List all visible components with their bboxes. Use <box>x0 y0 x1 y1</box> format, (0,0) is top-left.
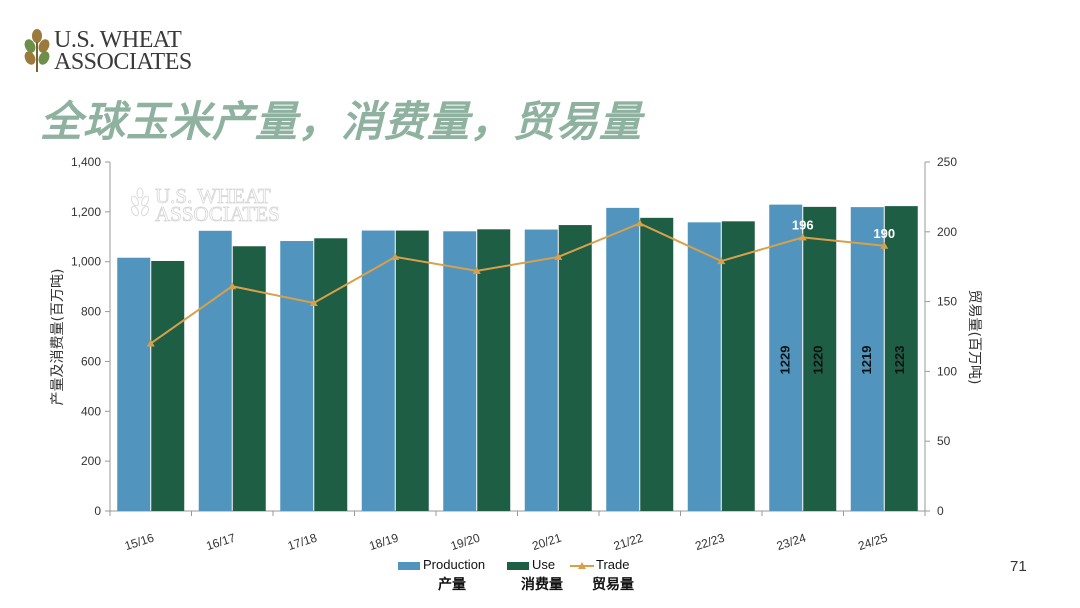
y2-tick-label: 100 <box>937 364 957 378</box>
chart-trade-line <box>146 219 889 347</box>
bar-value-label: 1223 <box>892 346 907 375</box>
page-number: 71 <box>1010 558 1027 575</box>
y2-axis-title: 贸易量(百万吨) <box>966 290 982 385</box>
y2-tick-label: 150 <box>937 295 957 309</box>
legend-trade-label: Trade <box>596 557 630 572</box>
y2-tick-label: 50 <box>937 434 951 448</box>
brand-line2: ASSOCIATES <box>54 49 192 75</box>
wheat-logo-icon <box>24 29 50 72</box>
bar-use <box>395 230 429 511</box>
bar-use <box>640 217 674 511</box>
bar-use <box>232 246 266 511</box>
x-tick-label: 21/22 <box>612 530 645 553</box>
bar-production <box>769 204 803 511</box>
y2-tick-label: 0 <box>937 504 944 518</box>
y-tick-label: 1,200 <box>71 205 101 219</box>
bar-production <box>198 230 232 511</box>
x-tick-label: 18/19 <box>367 530 400 553</box>
trade-point <box>798 233 807 241</box>
legend-use-label-zh: 消费量 <box>521 577 563 593</box>
watermark-line1: U.S. WHEAT <box>155 184 271 208</box>
x-tick-label: 20/21 <box>530 530 563 553</box>
legend-production-swatch <box>398 561 420 570</box>
x-tick-label: 15/16 <box>123 530 156 553</box>
watermark-line2: ASSOCIATES <box>155 202 280 226</box>
y-tick-label: 1,000 <box>71 255 101 269</box>
y-tick-label: 600 <box>81 354 101 368</box>
y2-tick-label: 200 <box>937 225 957 239</box>
bar-production <box>443 231 477 511</box>
bar-value-label: 1219 <box>859 346 874 375</box>
trade-point <box>391 252 400 260</box>
legend-trade: Trade 贸易量 <box>570 557 634 594</box>
bar-production <box>361 230 395 511</box>
legend-production-label: Production <box>423 557 486 572</box>
trade-point <box>880 241 889 249</box>
legend-production-label-zh: 产量 <box>438 577 466 593</box>
x-tick-label: 24/25 <box>856 530 889 553</box>
legend-trade-label-zh: 贸易量 <box>592 577 634 593</box>
bar-production <box>280 241 314 512</box>
bar-production <box>524 229 558 511</box>
trade-point <box>309 298 318 306</box>
trade-point <box>635 219 644 227</box>
slide-title: 全球玉米产量，消费量，贸易量 <box>40 97 643 146</box>
x-tick-label: 16/17 <box>204 530 237 553</box>
legend-production: Production 产量 <box>398 557 485 594</box>
trade-point <box>717 257 726 265</box>
bar-use <box>803 206 837 511</box>
bar-use <box>721 221 755 511</box>
bar-use <box>151 260 185 511</box>
brand-line1: U.S. WHEAT <box>54 27 182 53</box>
chart-watermark: U.S. WHEAT ASSOCIATES <box>131 184 280 226</box>
bar-use <box>558 225 592 512</box>
bar-production <box>850 207 884 511</box>
y2-tick-label: 250 <box>937 155 957 169</box>
y-axis-title: 产量及消费量(百万吨) <box>50 269 66 406</box>
chart-bars <box>117 204 918 512</box>
legend-use-label: Use <box>532 557 556 572</box>
bar-production <box>117 257 151 511</box>
trade-value-label: 196 <box>792 217 814 232</box>
trade-point <box>554 252 563 260</box>
bar-use <box>884 206 918 511</box>
x-tick-label: 22/23 <box>693 530 726 553</box>
bar-production <box>687 222 721 511</box>
x-tick-label: 23/24 <box>775 530 808 553</box>
bar-production <box>606 207 640 511</box>
chart-legend: Production 产量 Use 消费量 Trade 贸易量 <box>0 557 1080 597</box>
chart-data-labels: 1229 1220 1219 1223 196 190 <box>778 217 908 374</box>
trade-line <box>150 222 885 345</box>
x-tick-label: 17/18 <box>286 530 319 553</box>
y-tick-label: 800 <box>81 305 101 319</box>
y-tick-label: 1,400 <box>71 155 101 169</box>
y-tick-label: 200 <box>81 454 101 468</box>
legend-trade-swatch <box>570 561 594 569</box>
bar-value-label: 1220 <box>811 346 826 375</box>
x-tick-label: 19/20 <box>449 530 482 553</box>
legend-use: Use 消费量 <box>507 557 563 594</box>
trade-value-label: 190 <box>873 226 895 241</box>
legend-use-swatch <box>507 561 529 570</box>
bar-use <box>477 229 511 512</box>
brand-logo: U.S. WHEAT ASSOCIATES <box>24 28 192 74</box>
y-tick-label: 0 <box>94 504 101 518</box>
corn-chart: U.S. WHEAT ASSOCIATES 0 200 400 600 800 1,000… <box>50 155 982 553</box>
trade-point <box>472 266 481 274</box>
trade-point <box>146 339 155 347</box>
y-tick-label: 400 <box>81 404 101 418</box>
trade-point <box>228 282 237 290</box>
bar-use <box>314 238 348 511</box>
bar-value-label: 1229 <box>778 346 793 375</box>
